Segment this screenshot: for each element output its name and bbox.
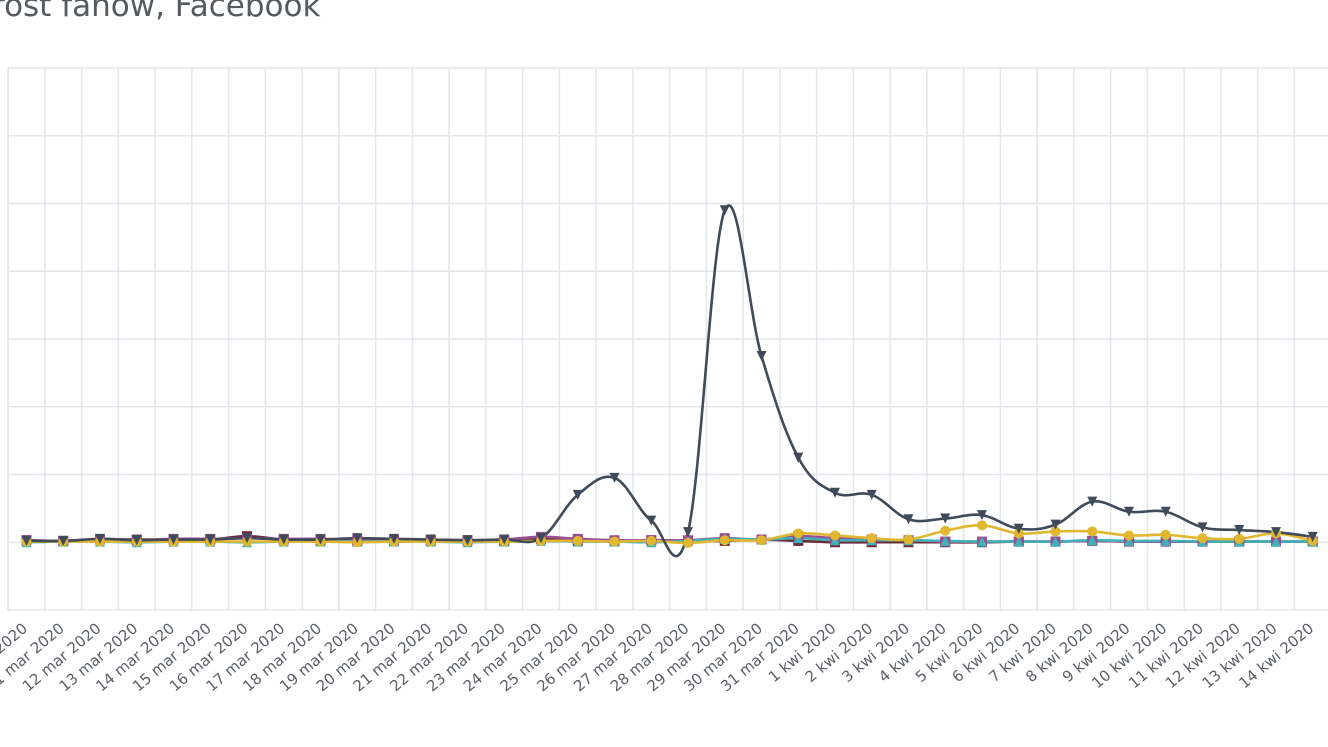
data-point-s0-16 [609, 472, 620, 483]
data-point-s0-32 [1197, 522, 1208, 533]
data-point-s1-20 [756, 535, 767, 546]
series-markers [21, 205, 1318, 548]
data-point-s0-34 [1271, 527, 1281, 538]
data-point-s1-25 [940, 525, 951, 536]
data-point-s0-30 [1124, 506, 1134, 517]
data-point-s0-19 [719, 205, 730, 216]
data-point-s0-22 [830, 487, 840, 498]
data-point-s0-8 [315, 534, 326, 545]
data-point-s0-10 [389, 533, 399, 544]
data-point-s1-19 [719, 535, 730, 546]
data-point-s1-30 [1124, 530, 1134, 541]
data-point-s0-33 [1234, 525, 1245, 536]
data-point-s1-23 [866, 533, 877, 544]
data-point-s0-20 [756, 350, 767, 361]
data-point-s2-28 [1050, 536, 1061, 547]
data-point-s2-29 [1087, 535, 1098, 546]
data-point-s1-26 [977, 520, 987, 531]
grid [7, 67, 1328, 611]
data-point-s0-4 [168, 534, 179, 545]
data-point-s1-32 [1197, 533, 1208, 544]
data-point-s0-6 [242, 533, 252, 544]
data-point-s2-27 [1013, 536, 1024, 547]
data-point-s1-29 [1087, 526, 1098, 537]
data-point-s2-25 [940, 535, 951, 546]
data-point-s1-18 [683, 537, 693, 548]
data-point-s1-28 [1050, 526, 1061, 537]
data-point-s0-0 [21, 535, 32, 546]
data-point-s1-33 [1234, 533, 1245, 544]
data-point-s0-23 [866, 489, 877, 500]
data-point-s0-31 [1160, 506, 1171, 517]
data-point-s2-26 [977, 536, 987, 547]
data-point-s0-27 [1013, 523, 1024, 534]
data-point-s1-21 [793, 528, 804, 539]
data-point-s0-11 [425, 534, 436, 545]
data-point-s0-12 [462, 535, 473, 546]
chart-title: rost fanów, Facebook [0, 0, 321, 24]
data-point-s0-21 [793, 452, 804, 463]
data-point-s0-7 [278, 534, 289, 545]
data-point-s0-13 [499, 534, 510, 545]
data-point-s0-3 [131, 535, 142, 546]
data-point-s0-15 [572, 489, 583, 500]
data-point-s0-26 [977, 510, 987, 521]
data-point-s0-9 [352, 533, 363, 544]
data-point-s0-5 [205, 534, 216, 545]
data-point-s0-35 [1307, 531, 1318, 542]
data-point-s0-28 [1050, 519, 1061, 530]
data-point-s0-29 [1087, 496, 1098, 507]
data-point-s1-31 [1160, 529, 1171, 540]
data-point-s2-31 [1160, 535, 1171, 546]
data-point-s0-17 [646, 515, 657, 526]
data-point-s0-18 [683, 527, 693, 538]
data-point-s1-22 [830, 530, 840, 541]
data-point-s2-30 [1124, 535, 1134, 546]
data-point-s0-14 [536, 533, 546, 544]
series-line-0 [26, 204, 1313, 558]
data-point-s0-2 [95, 533, 105, 544]
data-point-s0-1 [58, 535, 69, 546]
data-point-s1-17 [646, 535, 657, 546]
data-point-s0-24 [903, 514, 914, 525]
data-point-s1-15 [572, 535, 583, 546]
data-point-s1-24 [903, 534, 914, 545]
data-point-s0-25 [940, 513, 951, 524]
data-point-s1-16 [609, 536, 620, 547]
data-point-s2-34 [1271, 536, 1281, 547]
